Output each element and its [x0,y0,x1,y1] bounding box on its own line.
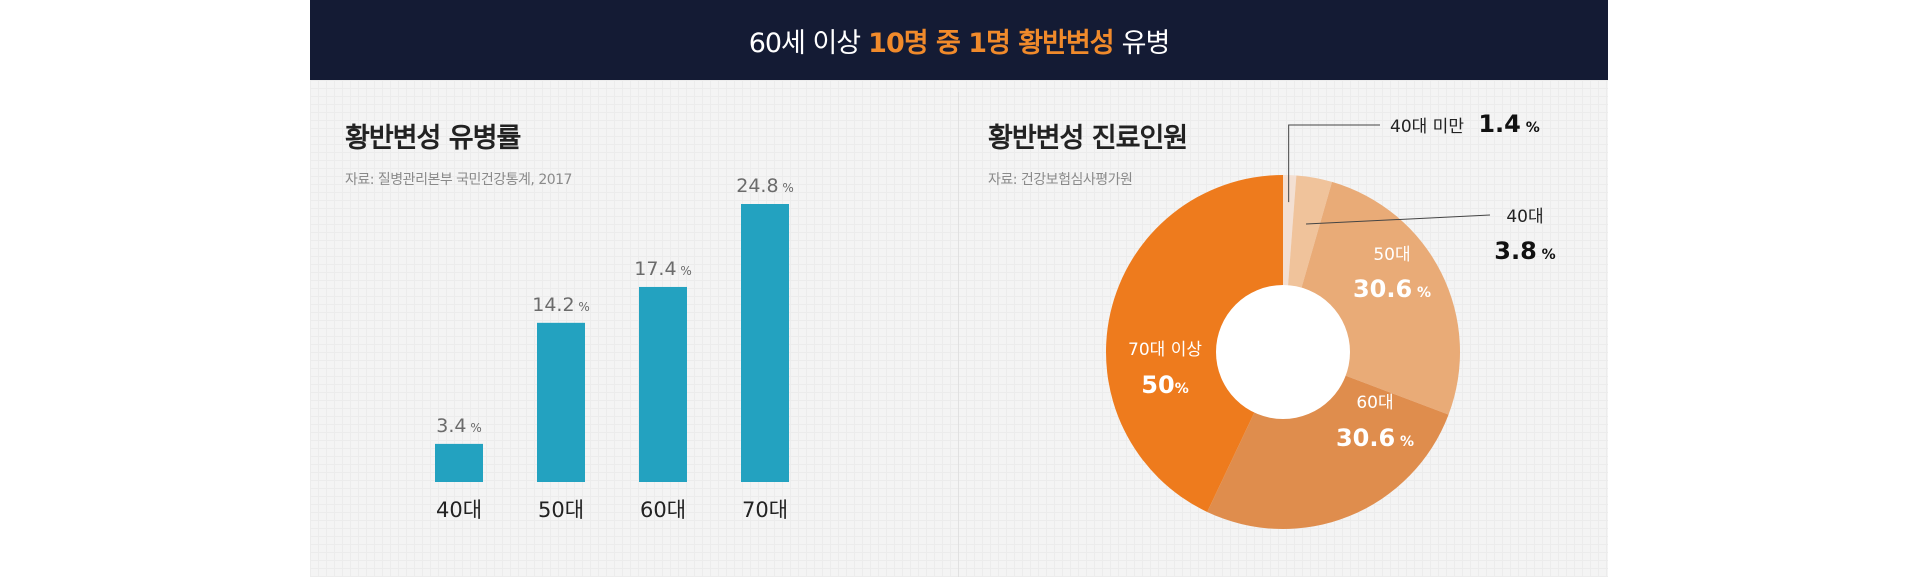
leader-line [1306,214,1491,225]
bar-2 [537,322,585,482]
donut-chart-source: 자료: 건강보험심사평가원 [988,172,1133,188]
bar-category-label: 50대 [538,498,584,522]
banner-highlight: 10명 중 1명 황반변성 [868,27,1114,59]
donut-label-70-value: 50% [1141,371,1188,399]
panel-divider [958,92,959,577]
banner-prefix: 60세 이상 [748,27,861,59]
donut-label-70-name: 70대 이상 [1128,340,1202,360]
bar-value-label: 17.4 % [634,258,692,280]
bar-category-label: 40대 [436,498,482,522]
bar-chart-source: 자료: 질병관리본부 국민건강통계, 2017 [345,172,572,188]
donut-label-40-under: 40대 미만 1.4 % [1390,110,1540,138]
bar-1 [435,443,483,482]
donut-label-50-name: 50대 [1373,245,1410,265]
donut-label-40-name: 40대 [1506,207,1543,227]
bar-category-label: 70대 [742,498,788,522]
bar-value-label: 24.8 % [736,175,794,197]
bar-chart-title: 황반변성 유병률 [345,123,521,154]
bar-value-label: 3.4 % [436,415,481,437]
banner-suffix: 유병 [1121,27,1171,59]
donut-slice-5 [1106,175,1283,512]
donut-label-60-name: 60대 [1356,393,1393,413]
donut-label-60-value: 30.6 % [1336,424,1414,452]
donut-hole [1216,285,1350,419]
donut-label-50-value: 30.6 % [1353,275,1431,303]
leader-line [1288,124,1380,203]
donut-chart-title: 황반변성 진료인원 [988,123,1188,154]
donut-label-40-value: 3.8 % [1494,237,1555,265]
header-banner: 60세 이상 10명 중 1명 황반변성 유병 [310,0,1608,80]
bar-value-label: 14.2 % [532,294,590,316]
bar-4 [741,204,789,482]
bar-category-label: 60대 [640,498,686,522]
bar-3 [639,286,687,482]
